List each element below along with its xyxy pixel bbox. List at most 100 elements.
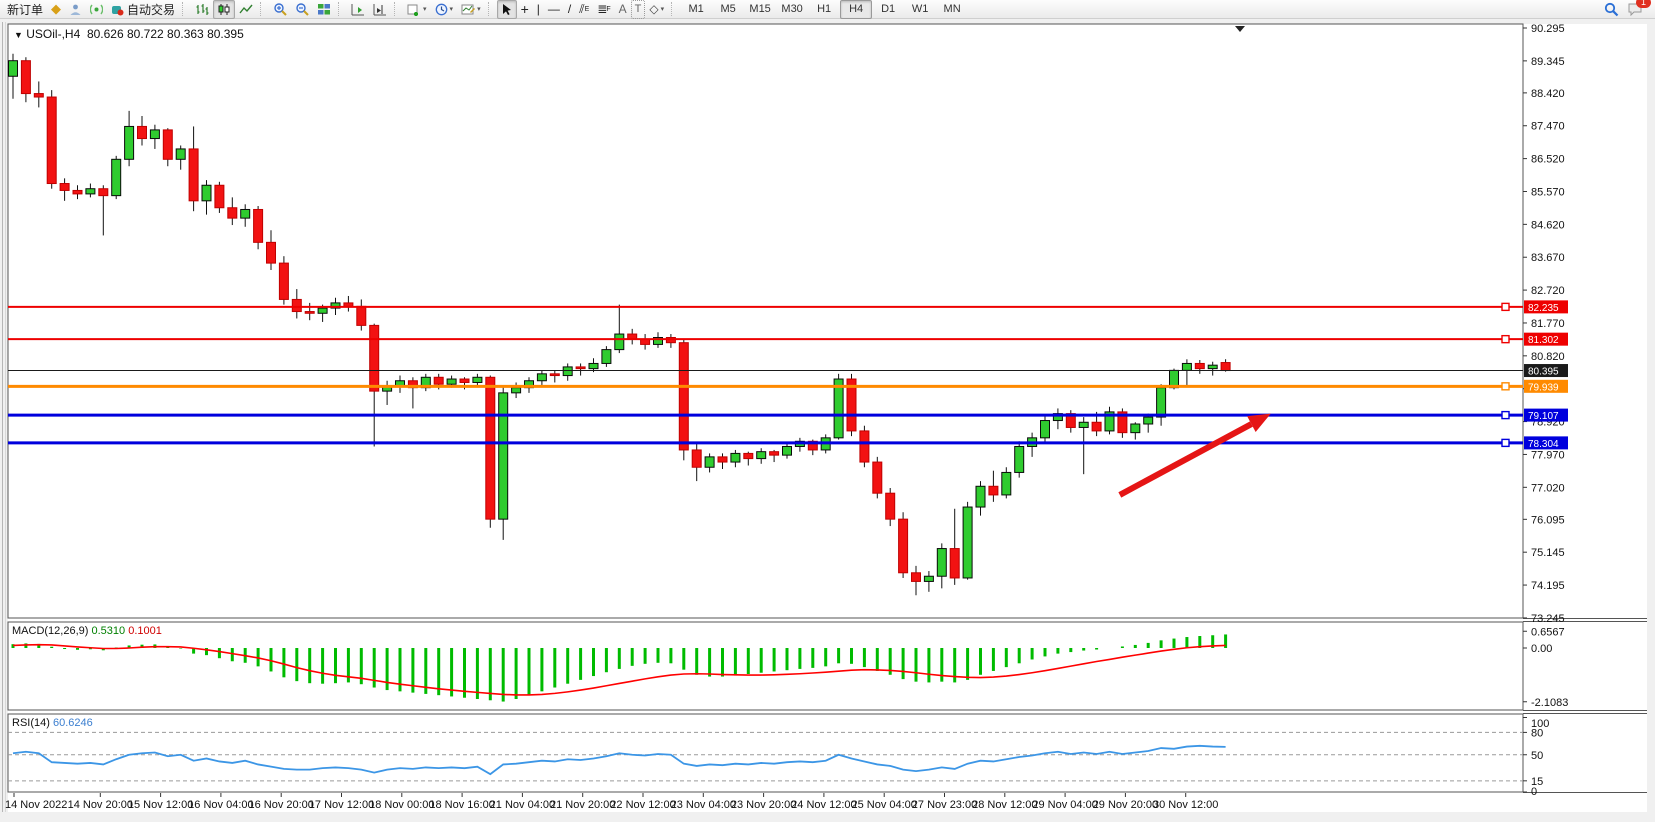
bull-candle [962, 506, 973, 579]
bear-candle [911, 572, 921, 582]
timeframe-m30[interactable]: M30 [781, 3, 803, 15]
auto-trading-button[interactable]: 自动交易 [107, 0, 179, 19]
profile-icon[interactable] [65, 0, 86, 19]
crosshair-icon[interactable]: + [520, 1, 529, 17]
bull-candle [975, 485, 986, 508]
timeframe-m5[interactable]: M5 [720, 3, 736, 15]
cursor-icon[interactable] [496, 0, 517, 19]
horizontal-line-icon[interactable]: — [547, 2, 560, 16]
tile-windows-icon[interactable] [313, 0, 335, 19]
macd-signal-value: 0.1001 [128, 625, 162, 637]
timeframe-mn[interactable]: MN [943, 3, 961, 15]
bull-candle [1040, 420, 1050, 439]
add-indicator-button[interactable]: ▾ [403, 0, 431, 19]
bull-candle [936, 548, 947, 577]
bull-candle [536, 373, 547, 382]
bear-candle [369, 324, 380, 392]
text-icon[interactable]: A [618, 2, 627, 16]
template-button[interactable]: ▾ [457, 0, 485, 19]
level-handle[interactable] [1501, 334, 1510, 344]
level-price-badge [1524, 408, 1568, 422]
rsi-pane[interactable] [7, 713, 1524, 793]
level-price-badge-label: 79.107 [1528, 411, 1559, 422]
macd-axis-tick-label: 0.6567 [1531, 626, 1565, 638]
bear-candle [33, 93, 44, 98]
price-pane[interactable] [7, 23, 1524, 619]
bull-candle [201, 184, 212, 202]
quotes-icon[interactable]: ◆ [51, 1, 62, 16]
rsi-line [12, 744, 1226, 776]
vertical-line-icon[interactable]: | [536, 2, 540, 16]
toolbar-separator [260, 2, 265, 16]
line-chart-icon[interactable] [235, 0, 257, 19]
zoom-in-icon[interactable] [269, 0, 291, 19]
auto-scroll-icon[interactable] [347, 0, 369, 19]
zoom-out-icon[interactable] [291, 0, 313, 19]
level-handle[interactable] [1501, 382, 1510, 391]
bear-candle [1117, 411, 1128, 434]
level-price-badge-label: 79.939 [1528, 382, 1559, 393]
bear-candle [859, 430, 870, 463]
candlestick-chart-icon[interactable] [213, 0, 236, 19]
bear-candle [20, 60, 31, 95]
toolbar-separator [394, 2, 399, 16]
chart-title: ▼ USOil-,H4 80.626 80.722 80.363 80.395 [14, 27, 244, 41]
chart-shift-marker[interactable] [1235, 26, 1245, 32]
timeframe-m1[interactable]: M1 [688, 3, 704, 15]
trend-arrow-head[interactable] [1247, 413, 1271, 432]
bull-candle [1104, 411, 1115, 432]
timeframe-h1[interactable]: H1 [817, 3, 832, 15]
bear-candle [769, 451, 780, 456]
toolbar-separator [671, 2, 676, 16]
x-axis-tick-label: 24 Nov 12:00 [791, 799, 856, 811]
notifications-icon[interactable]: 1 [1623, 0, 1651, 19]
macd-pane[interactable] [7, 621, 1524, 711]
timeframe-h4[interactable]: H4 [840, 0, 873, 19]
level-handle[interactable] [1501, 410, 1510, 420]
trend-arrow-shaft[interactable] [1118, 421, 1253, 498]
bear-candle [46, 96, 57, 185]
bull-candle [614, 333, 625, 351]
objects-icon[interactable]: ◇ ▾ [649, 2, 665, 16]
oneclick-toggle-icon[interactable]: ▼ [14, 30, 23, 40]
y-axis-tick-label: 86.520 [1531, 154, 1565, 166]
bull-candle [704, 456, 715, 468]
toolbar-separator [487, 2, 493, 16]
timeframe-m15[interactable]: M15 [749, 3, 771, 15]
trend-arrow[interactable] [1118, 413, 1271, 498]
x-axis-tick-label: 18 Nov 00:00 [369, 799, 434, 811]
search-icon[interactable] [1600, 0, 1623, 19]
equidistant-channel-icon[interactable]: ⫽ E [579, 2, 590, 16]
symbol-period-label: USOil-,H4 [26, 27, 81, 41]
new-order-button[interactable]: 新订单 [7, 2, 44, 17]
macd-indicator: 0.6567 0.00 -2.1083 [11, 626, 1568, 709]
bull-candle [588, 362, 599, 370]
chart-shift-icon[interactable] [369, 0, 391, 19]
bear-candle [807, 440, 818, 451]
bear-candle [549, 373, 560, 377]
fibonacci-icon[interactable]: ≣ F [597, 2, 611, 16]
bull-candle [923, 575, 934, 582]
bear-candle [227, 207, 238, 219]
timeframe-w1[interactable]: W1 [911, 3, 929, 15]
level-handle[interactable] [1501, 302, 1510, 312]
level-handle[interactable] [1501, 438, 1510, 448]
bar-chart-icon[interactable] [191, 0, 213, 19]
x-axis-tick-label: 14 Nov 2022 [5, 799, 67, 811]
y-axis-tick-label: 81.770 [1531, 318, 1565, 330]
x-axis-tick-label: 23 Nov 04:00 [671, 799, 736, 811]
level-price-badge [1524, 300, 1568, 314]
timeframe-d1[interactable]: D1 [881, 3, 896, 15]
price-levels: 82.235 81.302 79.939 79.107 78.304 80.395 [8, 300, 1568, 450]
period-button[interactable]: ▾ [431, 0, 458, 19]
bear-candle [459, 378, 470, 383]
bear-candle [72, 189, 83, 195]
text-label-icon[interactable]: T [630, 0, 646, 19]
signals-icon[interactable] [86, 0, 107, 19]
bear-candle [433, 376, 444, 385]
bear-candle [1194, 362, 1205, 370]
trendline-icon[interactable]: / [567, 2, 572, 16]
level-price-badge [1524, 436, 1568, 450]
